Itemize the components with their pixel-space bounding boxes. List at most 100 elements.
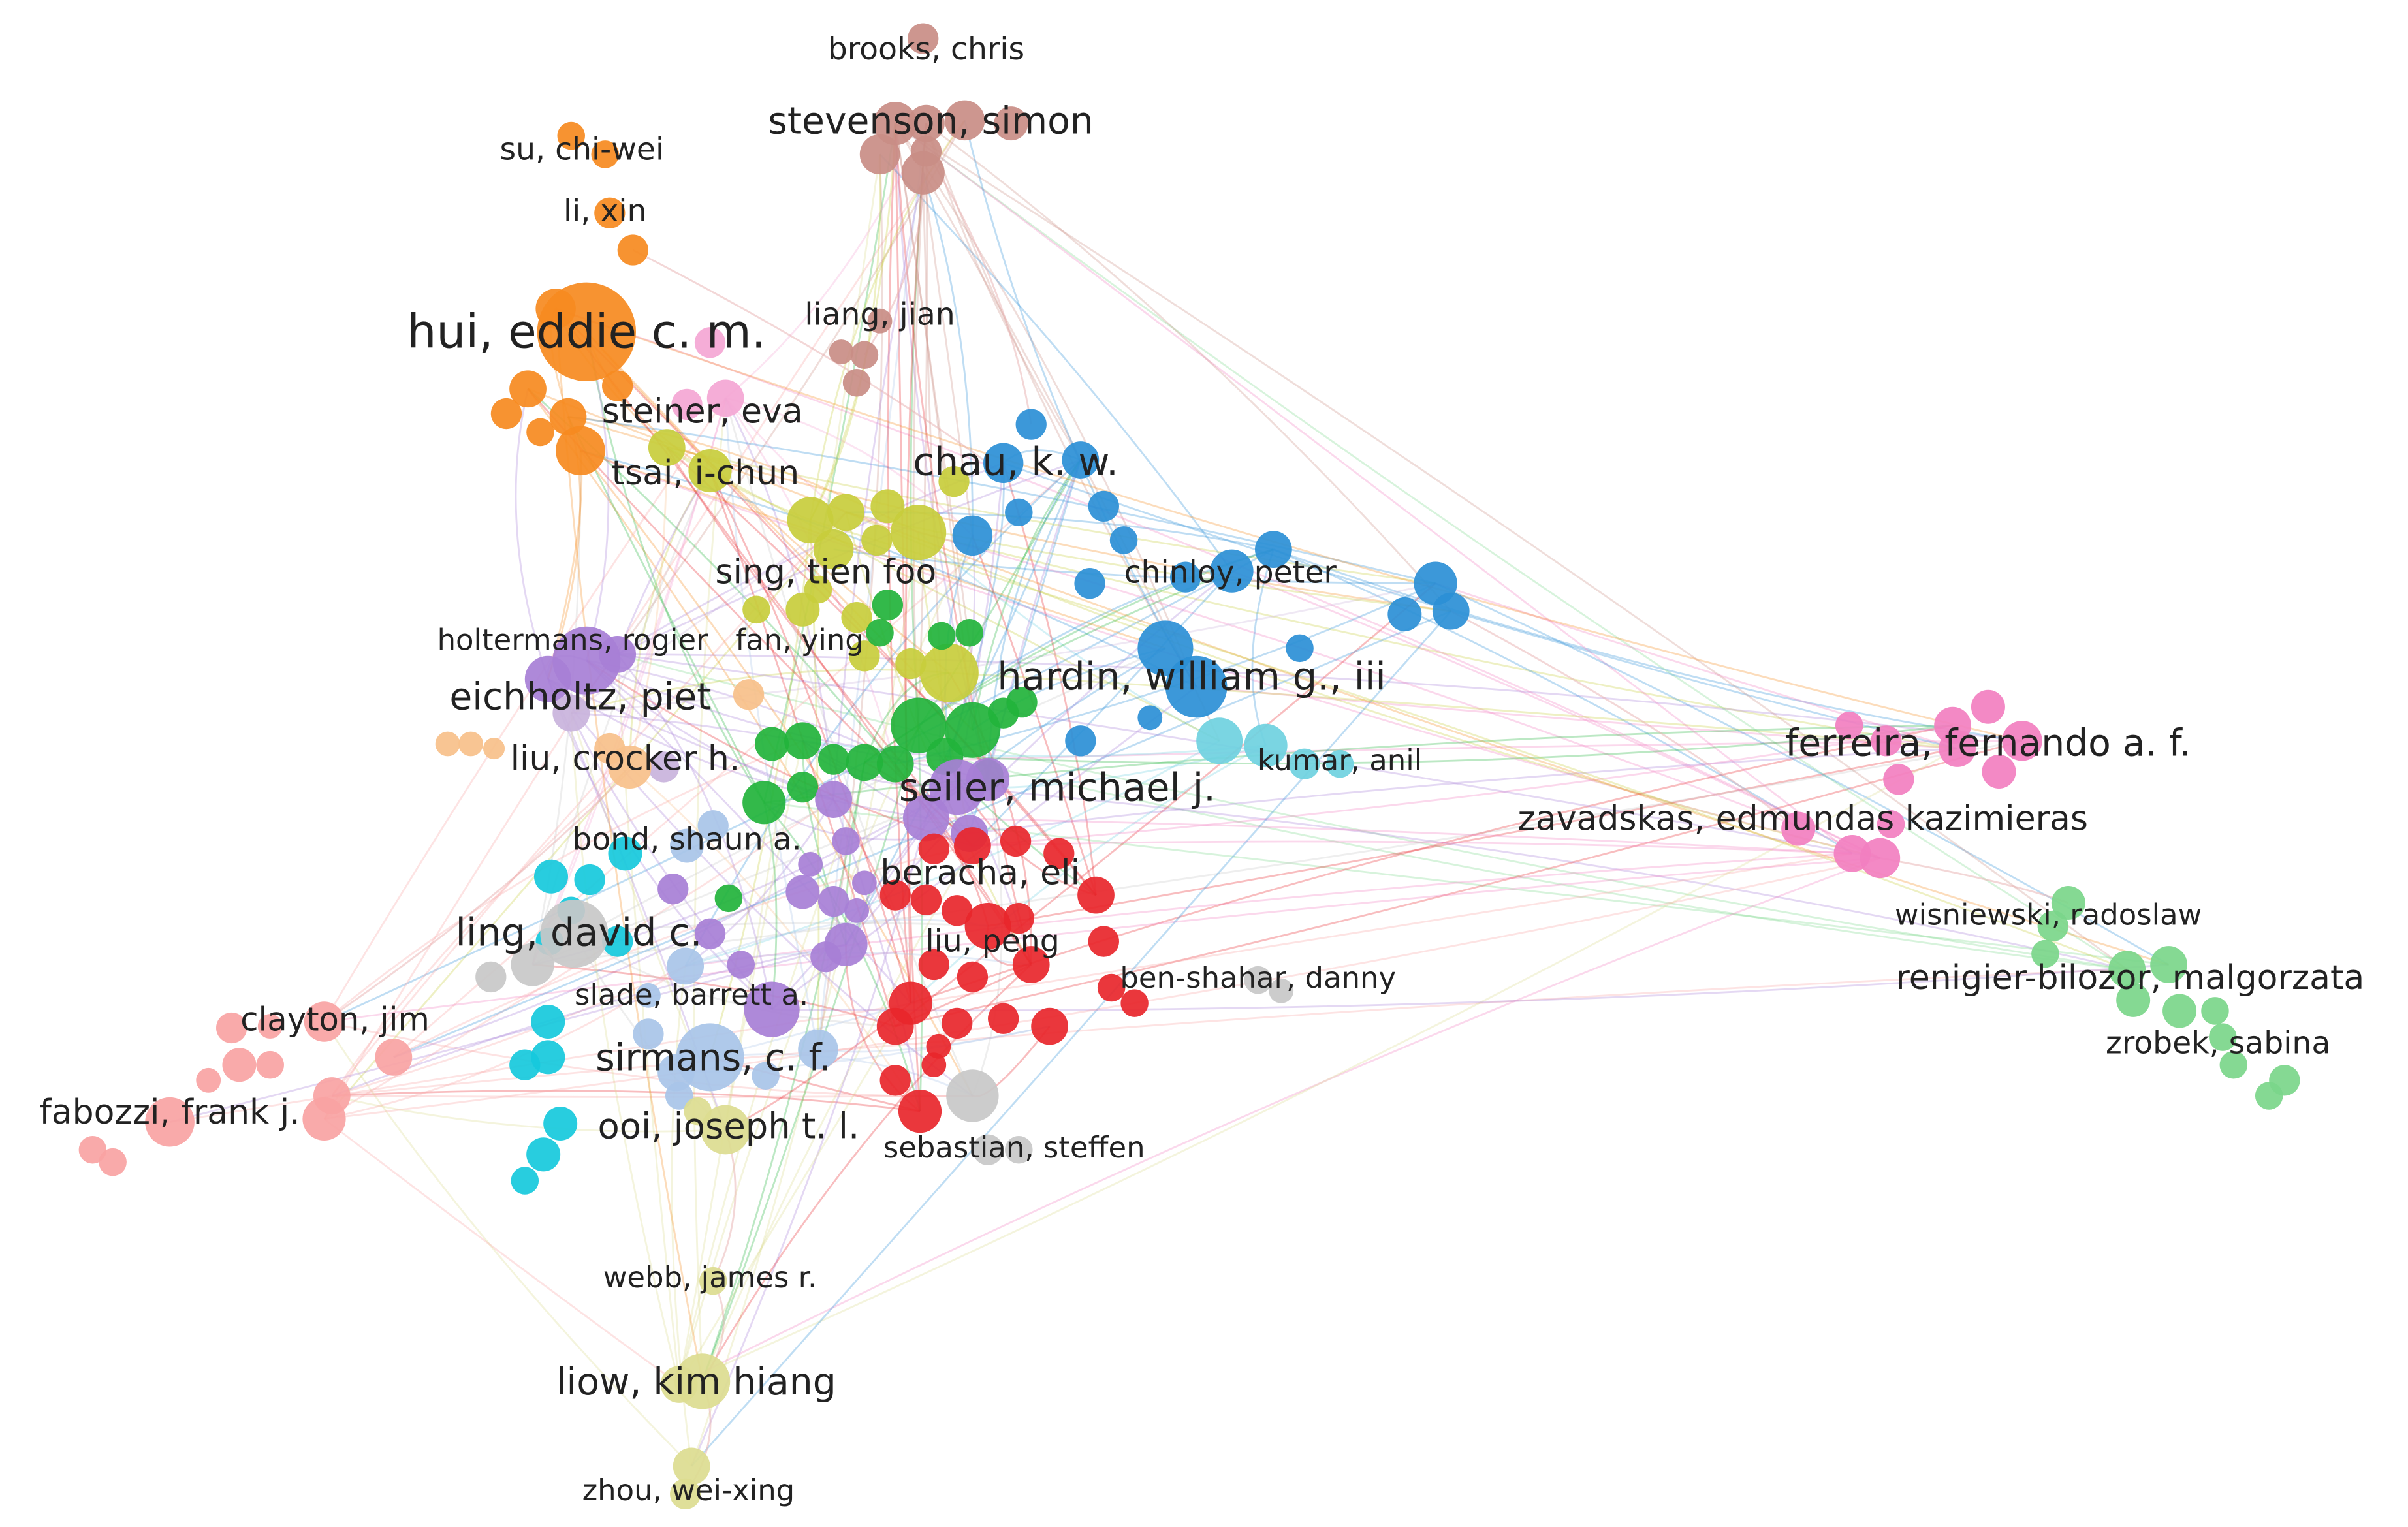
node-bubble <box>926 1033 951 1059</box>
node-bubble <box>876 1007 914 1045</box>
node-bubble <box>817 744 849 775</box>
node-bubble <box>671 388 703 420</box>
node-bubble <box>910 136 942 167</box>
link <box>944 755 2127 971</box>
link <box>917 725 923 1112</box>
node-label: liow, kim hiang <box>556 1361 836 1404</box>
node-bubble <box>531 1005 565 1039</box>
node-bubble <box>966 757 1010 801</box>
node-bubble <box>1169 561 1201 593</box>
link <box>678 1026 896 1385</box>
node-label: li, xin <box>563 193 646 229</box>
node-bubble <box>944 702 1000 758</box>
node-bubble <box>850 341 879 370</box>
node-bubble <box>617 234 648 266</box>
link <box>832 172 925 800</box>
link <box>332 968 2127 1097</box>
link <box>887 123 912 1003</box>
node-bubble <box>784 722 821 760</box>
node-bubble <box>1043 838 1075 869</box>
link <box>895 740 2023 1028</box>
node-bubble <box>533 859 569 894</box>
node-bubble <box>918 833 949 864</box>
link <box>864 740 2022 764</box>
node-label: chinloy, peter <box>1124 554 1337 590</box>
node-label: webb, james r. <box>603 1260 817 1295</box>
link <box>846 511 1880 859</box>
link <box>531 398 727 966</box>
node-bubble <box>2037 910 2068 942</box>
node-bubble <box>1835 711 1863 740</box>
node-bubble <box>694 327 726 358</box>
node-bubble <box>1109 526 1138 554</box>
node-bubble <box>302 1097 346 1141</box>
node-bubble <box>1196 717 1243 764</box>
link <box>331 766 631 1097</box>
link <box>571 582 1436 714</box>
node-bubble <box>1137 705 1163 731</box>
node-bubble <box>829 339 854 364</box>
node-bubble <box>1005 498 1033 527</box>
node-bubble <box>1062 441 1100 479</box>
node-bubble <box>744 981 800 1037</box>
node-bubble <box>594 197 626 228</box>
node-label: ooi, joseph t. l. <box>597 1105 859 1146</box>
link <box>323 1021 693 1467</box>
node-bubble <box>591 140 620 168</box>
node-bubble <box>891 505 947 561</box>
node-bubble <box>483 738 505 760</box>
node-bubble <box>608 836 642 871</box>
link <box>574 922 989 935</box>
node-bubble <box>648 429 686 466</box>
link <box>332 1090 921 1112</box>
node-bubble <box>942 1007 973 1039</box>
node-bubble <box>697 810 729 842</box>
node-bubble <box>602 926 633 957</box>
node-bubble <box>1097 973 1126 1002</box>
node-bubble <box>706 379 744 417</box>
node-bubble <box>1088 490 1119 522</box>
node-bubble <box>1387 597 1422 631</box>
node-bubble <box>535 289 576 329</box>
link <box>693 398 727 1381</box>
node-bubble <box>798 851 823 877</box>
link <box>393 845 973 1058</box>
link <box>1196 685 1957 749</box>
node-bubble <box>895 648 927 680</box>
node-bubble <box>742 595 770 624</box>
node-label: sing, tien foo <box>715 552 936 591</box>
link <box>678 748 1958 1385</box>
node-bubble <box>898 1090 942 1133</box>
node-bubble <box>844 898 869 923</box>
link <box>957 786 2128 971</box>
node-bubble <box>742 781 786 825</box>
link <box>895 122 2128 970</box>
node-bubble <box>2201 997 2229 1025</box>
node-bubble <box>78 1135 107 1164</box>
node-bubble <box>851 870 877 896</box>
node-bubble <box>874 102 917 146</box>
link <box>691 610 1452 1467</box>
node-bubble <box>699 1267 727 1295</box>
node-bubble <box>2116 983 2151 1017</box>
link <box>567 415 919 533</box>
node-bubble <box>2051 885 2085 920</box>
node-label: beracha, eli <box>880 853 1080 892</box>
link <box>678 857 1880 1385</box>
node-bubble <box>861 524 893 556</box>
node-label: renigier-bilozor, malgorzata <box>1896 958 2365 998</box>
link <box>701 845 974 1382</box>
link <box>580 449 1880 859</box>
link <box>971 459 1082 731</box>
link <box>617 653 2127 971</box>
node-label: liu, peng <box>925 923 1059 959</box>
link <box>701 762 866 1382</box>
node-bubble <box>1255 531 1292 568</box>
node-label: liang, jian <box>804 297 955 333</box>
node-label: hui, eddie c. m. <box>407 305 766 359</box>
link <box>617 459 1081 655</box>
link <box>763 123 896 803</box>
link <box>169 852 1853 1124</box>
node-bubble <box>849 640 880 672</box>
node-label: chau, k. w. <box>913 439 1118 484</box>
